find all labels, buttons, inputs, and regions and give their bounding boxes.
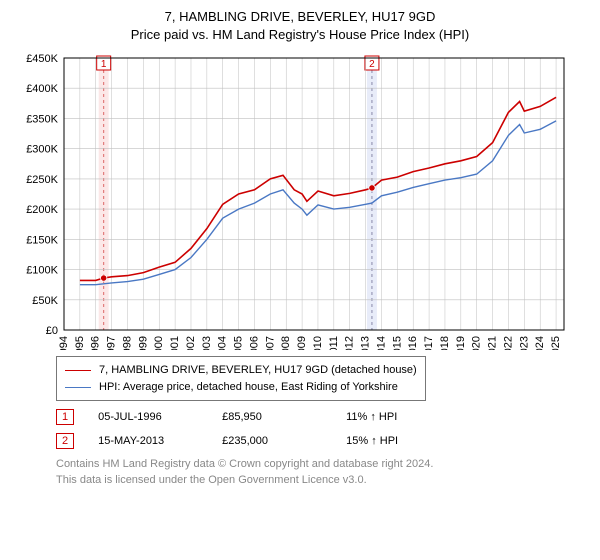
chart-title: 7, HAMBLING DRIVE, BEVERLEY, HU17 9GD Pr… xyxy=(14,8,586,44)
svg-text:£150K: £150K xyxy=(26,235,58,247)
marker-row: 2 15-MAY-2013 £235,000 15% ↑ HPI xyxy=(56,433,586,449)
legend-item-hpi: HPI: Average price, detached house, East… xyxy=(65,379,417,396)
svg-text:2020: 2020 xyxy=(471,336,483,350)
svg-text:2013: 2013 xyxy=(360,336,372,350)
svg-text:2007: 2007 xyxy=(264,336,276,350)
svg-text:2022: 2022 xyxy=(502,336,514,350)
footer: Contains HM Land Registry data © Crown c… xyxy=(56,457,586,488)
marker-chip: 2 xyxy=(56,433,74,449)
svg-text:2002: 2002 xyxy=(185,336,197,350)
svg-text:2017: 2017 xyxy=(423,336,435,350)
svg-text:2012: 2012 xyxy=(344,336,356,350)
svg-text:1994: 1994 xyxy=(58,336,70,350)
svg-text:£350K: £350K xyxy=(26,114,58,126)
svg-text:2024: 2024 xyxy=(534,336,546,350)
svg-text:2023: 2023 xyxy=(518,336,530,350)
legend-label-hpi: HPI: Average price, detached house, East… xyxy=(99,379,398,396)
svg-text:2: 2 xyxy=(369,59,375,70)
svg-text:£200K: £200K xyxy=(26,204,58,216)
legend: 7, HAMBLING DRIVE, BEVERLEY, HU17 9GD (d… xyxy=(56,356,426,401)
footer-line1: Contains HM Land Registry data © Crown c… xyxy=(56,457,586,472)
svg-text:1999: 1999 xyxy=(137,336,149,350)
marker-price: £85,950 xyxy=(222,411,322,423)
svg-text:2000: 2000 xyxy=(153,336,165,350)
legend-item-price: 7, HAMBLING DRIVE, BEVERLEY, HU17 9GD (d… xyxy=(65,362,417,379)
svg-text:£250K: £250K xyxy=(26,174,58,186)
svg-text:2004: 2004 xyxy=(217,336,229,350)
svg-text:2018: 2018 xyxy=(439,336,451,350)
svg-text:2019: 2019 xyxy=(455,336,467,350)
svg-text:2015: 2015 xyxy=(391,336,403,350)
marker-row: 1 05-JUL-1996 £85,950 11% ↑ HPI xyxy=(56,409,586,425)
legend-label-price: 7, HAMBLING DRIVE, BEVERLEY, HU17 9GD (d… xyxy=(99,362,417,379)
svg-text:£300K: £300K xyxy=(26,144,58,156)
svg-text:2010: 2010 xyxy=(312,336,324,350)
svg-text:£0: £0 xyxy=(46,325,58,337)
svg-text:£450K: £450K xyxy=(26,53,58,65)
marker-chip: 1 xyxy=(56,409,74,425)
svg-text:1: 1 xyxy=(101,59,107,70)
svg-text:2011: 2011 xyxy=(328,336,340,350)
marker-delta: 11% ↑ HPI xyxy=(346,411,446,423)
svg-text:2008: 2008 xyxy=(280,336,292,350)
svg-text:2006: 2006 xyxy=(248,336,260,350)
legend-swatch-price xyxy=(65,370,91,371)
svg-text:£400K: £400K xyxy=(26,84,58,96)
svg-text:2021: 2021 xyxy=(487,336,499,350)
svg-text:1998: 1998 xyxy=(121,336,133,350)
svg-text:2003: 2003 xyxy=(201,336,213,350)
marker-price: £235,000 xyxy=(222,435,322,447)
svg-text:2025: 2025 xyxy=(550,336,562,350)
svg-text:1995: 1995 xyxy=(74,336,86,350)
svg-text:2016: 2016 xyxy=(407,336,419,350)
marker-date: 05-JUL-1996 xyxy=(98,411,198,423)
svg-text:£100K: £100K xyxy=(26,265,58,277)
marker-delta: 15% ↑ HPI xyxy=(346,435,446,447)
svg-text:2005: 2005 xyxy=(233,336,245,350)
svg-text:£50K: £50K xyxy=(32,295,58,307)
svg-text:2001: 2001 xyxy=(169,336,181,350)
chart-area: 1 2 £0 £50K £100K £150K £200K £250K £300K £350K £4… xyxy=(14,50,586,350)
title-address: 7, HAMBLING DRIVE, BEVERLEY, HU17 9GD xyxy=(14,8,586,26)
marker-date: 15-MAY-2013 xyxy=(98,435,198,447)
svg-text:1997: 1997 xyxy=(106,336,118,350)
line-chart: 1 2 £0 £50K £100K £150K £200K £250K £300K £350K £4… xyxy=(14,50,574,350)
title-sub: Price paid vs. HM Land Registry's House … xyxy=(14,26,586,44)
marker-table: 1 05-JUL-1996 £85,950 11% ↑ HPI 2 15-MAY-2013… xyxy=(14,409,586,449)
svg-text:2014: 2014 xyxy=(375,336,387,350)
svg-text:1996: 1996 xyxy=(90,336,102,350)
footer-line2: This data is licensed under the Open Gov… xyxy=(56,473,586,488)
legend-swatch-hpi xyxy=(65,387,91,388)
svg-text:2009: 2009 xyxy=(296,336,308,350)
